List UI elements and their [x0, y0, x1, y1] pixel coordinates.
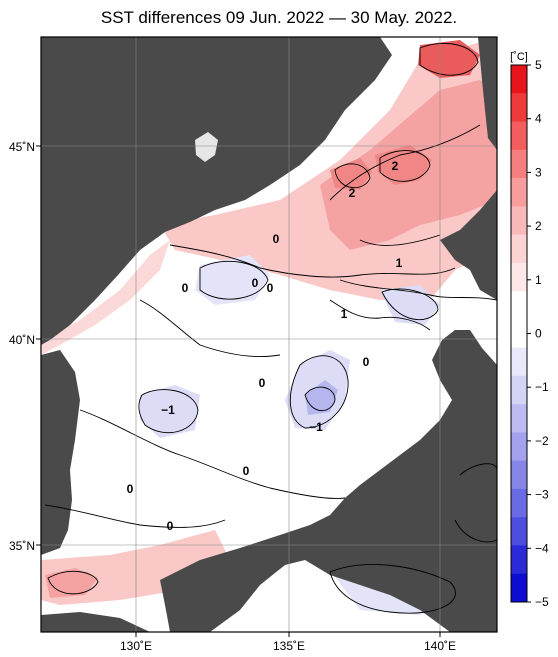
- contour-label-minus1a: −1: [161, 403, 175, 417]
- contour-label-0h: 0: [127, 482, 134, 496]
- colorbar-segment: [511, 404, 527, 433]
- colorbar-tick-label: 3: [535, 165, 542, 179]
- colorbar-tick-label: 5: [535, 58, 542, 72]
- colorbar-tick-label: −2: [535, 434, 549, 448]
- contour-label-0e: 0: [363, 355, 370, 369]
- colorbar-tick-label: 4: [535, 112, 542, 126]
- colorbar-tick-label: −3: [535, 488, 549, 502]
- colorbar-segment: [511, 262, 527, 292]
- colorbar-segment: [511, 432, 527, 462]
- contour-label-group: 2 2 1 1 0 0 0 0 0 0 0 0 0 −1 −1: [127, 159, 403, 533]
- colorbar-segment: [511, 545, 527, 575]
- contour-label-minus1b: −1: [309, 420, 323, 434]
- warm-anomaly-peak-3: [418, 40, 480, 78]
- warm-anomaly-west-coast: [41, 240, 170, 355]
- contour-label-2b: 2: [392, 159, 399, 173]
- contour-label-0a: 0: [273, 232, 280, 246]
- colorbar-segment: [511, 488, 527, 518]
- colorbar-segment: [511, 206, 527, 236]
- contour-label-0d: 0: [267, 281, 274, 295]
- colorbar-tick-label: 1: [535, 273, 542, 287]
- colorbar-segment: [511, 573, 527, 603]
- map-title: SST differences 09 Jun. 2022 — 30 May. 2…: [100, 8, 458, 27]
- colorbar-segment: [511, 149, 527, 179]
- longitude-ticks: [135, 632, 441, 637]
- latitude-ticks: [36, 145, 41, 546]
- colorbar-segment: [511, 234, 527, 264]
- contour-label-0c: 0: [252, 276, 259, 290]
- colorbar-segment: [511, 178, 527, 207]
- contour-label-1a: 1: [396, 256, 403, 270]
- contour-label-1b: 1: [341, 307, 348, 321]
- lat-label-45: 45˚N: [9, 140, 35, 154]
- longitude-labels: 130˚E 135˚E 140˚E: [120, 639, 456, 653]
- colorbar-tick-label: 0: [535, 327, 542, 341]
- cool-anomaly-north-center: [195, 255, 270, 305]
- colorbar: [511, 65, 527, 603]
- latitude-labels: 45˚N 40˚N 35˚N: [9, 140, 35, 553]
- colorbar-segment: [511, 375, 527, 405]
- land-sakhalin: [478, 37, 497, 150]
- colorbar-tick-label: −4: [535, 541, 549, 555]
- contour-lines: [44, 42, 497, 614]
- warm-anomaly-peak-2: [375, 145, 432, 185]
- colorbar-tick-label: −5: [535, 595, 549, 609]
- colorbar-segment: [511, 319, 527, 349]
- colorbar-segment: [511, 347, 527, 377]
- contour-label-0i: 0: [167, 519, 174, 533]
- colorbar-tick-label: −1: [535, 380, 549, 394]
- lon-label-135: 135˚E: [273, 639, 305, 653]
- contour-label-0b: 0: [182, 281, 189, 295]
- lon-label-140: 140˚E: [424, 639, 456, 653]
- warm-anomaly-north: [160, 37, 497, 300]
- colorbar-segment: [511, 291, 527, 320]
- colorbar-segment: [511, 517, 527, 546]
- cool-anomaly-west: [140, 385, 200, 438]
- lat-label-35: 35˚N: [9, 539, 35, 553]
- land-korea: [41, 350, 80, 555]
- land-kyushu: [41, 612, 150, 632]
- land-japan-west: [160, 330, 497, 632]
- lon-label-130: 130˚E: [120, 639, 152, 653]
- contour-label-0g: 0: [243, 464, 250, 478]
- colorbar-segment: [511, 460, 527, 490]
- colorbar-segment: [511, 65, 527, 94]
- colorbar-unit: [˚C]: [510, 51, 528, 63]
- contour-label-2a: 2: [349, 186, 356, 200]
- contour-label-0f: 0: [259, 376, 266, 390]
- colorbar-segment: [511, 121, 527, 151]
- land-asian-mainland: [41, 37, 392, 345]
- colorbar-tick-label: 2: [535, 219, 542, 233]
- colorbar-ticks: 5 4 3 2 1 0 −1 −2 −3 −4 −5: [527, 58, 549, 609]
- land-hokkaido-coast: [440, 190, 497, 300]
- colorbar-segment: [511, 93, 527, 123]
- lat-label-40: 40˚N: [9, 333, 35, 347]
- map-frame: [40, 36, 498, 633]
- grid-lines: [41, 37, 497, 632]
- cool-anomaly-core: [305, 380, 338, 415]
- lake-khanka: [195, 132, 218, 162]
